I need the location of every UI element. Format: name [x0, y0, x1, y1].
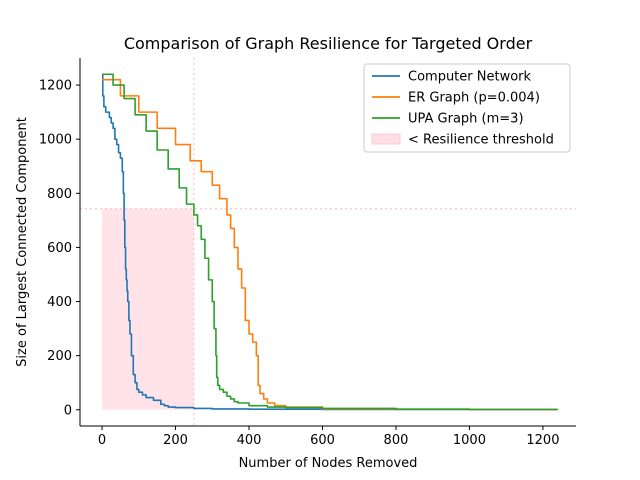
x-tick-label: 1200 [526, 433, 559, 448]
legend-label-3: UPA Graph (m=3) [408, 112, 524, 127]
y-tick-label: 1200 [39, 79, 72, 94]
y-tick-label: 200 [47, 349, 72, 364]
y-axis-title: Size of Largest Connected Component [15, 117, 30, 367]
chart-title: Comparison of Graph Resilience for Targe… [124, 34, 533, 53]
legend-label-1: Computer Network [408, 70, 532, 85]
y-tick-label: 1000 [39, 133, 72, 148]
legend-swatch-threshold [371, 133, 401, 145]
y-tick-label: 0 [64, 403, 72, 418]
x-tick-label: 800 [384, 433, 409, 448]
threshold-layer [80, 58, 576, 426]
series-line-3 [102, 73, 559, 411]
axes-layer: 0 200 400 600 800 1000 1200 0 200 400 600 800 1000 12… [39, 58, 576, 448]
x-tick-label: 200 [163, 433, 188, 448]
y-tick-label: 400 [47, 295, 72, 310]
x-tick-label: 1000 [453, 433, 486, 448]
x-tick-label: 600 [310, 433, 335, 448]
series-line-2 [102, 78, 559, 411]
y-tick-label: 800 [47, 187, 72, 202]
series-layer [101, 73, 559, 411]
series-line-1 [101, 73, 559, 411]
x-axis-title: Number of Nodes Removed [239, 456, 418, 471]
threshold-region [102, 208, 194, 410]
y-tick-label: 600 [47, 241, 72, 256]
x-tick-label: 400 [237, 433, 262, 448]
x-tick-label: 0 [98, 433, 106, 448]
legend-label-2: ER Graph (p=0.004) [408, 91, 540, 106]
legend-box [363, 63, 571, 153]
legend: Computer Network ER Graph (p=0.004) UPA Gr… [363, 63, 571, 153]
legend-label-4: < Resilience threshold [408, 133, 554, 148]
